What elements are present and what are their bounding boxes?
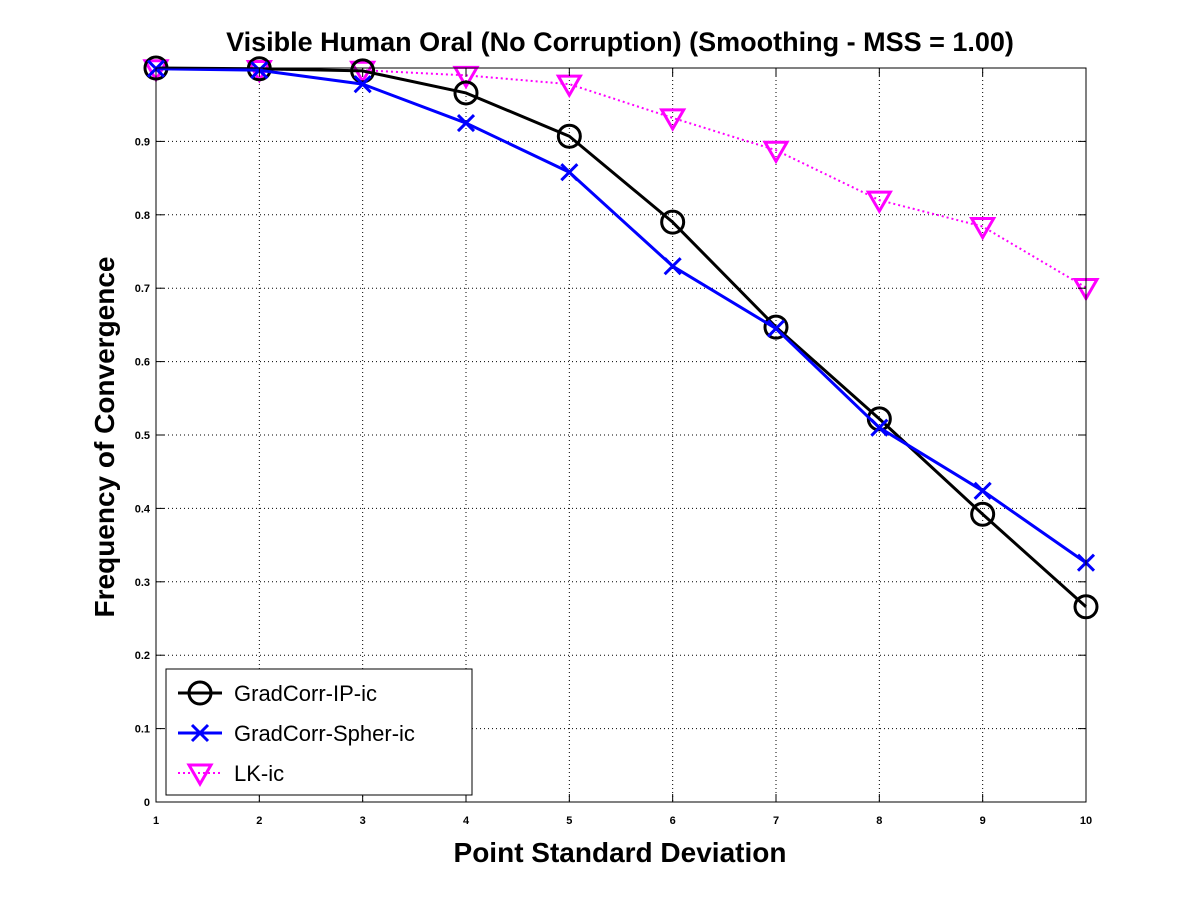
data-point [350, 58, 376, 84]
y-tick-label: 0.1 [135, 724, 150, 736]
grid [156, 68, 1086, 802]
data-point [555, 74, 583, 99]
y-tick-label: 0.5 [135, 430, 150, 442]
data-point [973, 481, 992, 500]
x-tick-label: 6 [670, 815, 676, 827]
data-point [659, 108, 687, 132]
data-point [969, 217, 997, 241]
y-tick-label: 0.8 [135, 210, 150, 222]
y-axis-label: Frequency of Convergence [89, 257, 120, 618]
legend-marker [187, 680, 213, 706]
data-point [663, 257, 682, 276]
x-tick-label: 4 [463, 815, 470, 827]
data-point [970, 501, 996, 527]
data-point [556, 123, 582, 149]
legend-item: GradCorr-IP-ic [178, 680, 377, 706]
data-point [763, 314, 789, 340]
x-tick-label: 1 [153, 815, 159, 827]
y-tick-label: 0.7 [135, 283, 150, 295]
y-tick-label: 0.6 [135, 357, 150, 369]
data-point [456, 113, 476, 133]
legend-label: GradCorr-IP-ic [234, 681, 377, 706]
y-tick-label: 0 [144, 797, 150, 809]
x-tick-label: 10 [1080, 815, 1092, 827]
x-tick-label: 5 [566, 815, 572, 827]
series-line [155, 67, 1087, 564]
axis-ticks: 1 2 3 4 5 6 7 8 9 10 0 0.1 0.2 0.3 0.4 0.5 0.6 0.7 0.8 0.9 [135, 68, 1092, 827]
y-tick-label: 0.9 [135, 136, 150, 148]
x-tick-label: 2 [256, 815, 262, 827]
data-point [453, 80, 479, 106]
data-point [870, 418, 889, 437]
legend-marker [190, 723, 210, 743]
x-tick-label: 3 [360, 815, 366, 827]
legend-items: GradCorr-IP-ic GradCorr-Spher-ic LK-ic [178, 680, 415, 787]
x-axis-label: Point Standard Deviation [454, 837, 787, 868]
legend-label: LK-ic [234, 761, 284, 786]
y-tick-label: 0.4 [135, 503, 151, 515]
data-point [766, 319, 786, 338]
y-tick-label: 0.3 [135, 577, 150, 589]
y-tick-label: 0.2 [135, 650, 150, 662]
data-point [353, 75, 372, 94]
data-point [660, 209, 686, 235]
series-gradcorr-spher-ic [146, 59, 1096, 572]
series-line [155, 66, 1088, 608]
legend-marker [186, 763, 214, 787]
data-point [452, 65, 480, 90]
data-point [560, 163, 579, 182]
legend-label: GradCorr-Spher-ic [234, 721, 415, 746]
plot-series [142, 55, 1100, 620]
data-point [762, 140, 790, 165]
x-tick-label: 9 [980, 815, 986, 827]
x-tick-label: 8 [876, 815, 882, 827]
legend-item: LK-ic [178, 761, 284, 787]
chart-title: Visible Human Oral (No Corruption) (Smoo… [226, 27, 1014, 57]
legend-item: GradCorr-Spher-ic [178, 721, 415, 746]
x-tick-label: 7 [773, 815, 779, 827]
legend: GradCorr-IP-ic GradCorr-Spher-ic LK-ic [165, 668, 473, 796]
data-point [865, 190, 893, 215]
